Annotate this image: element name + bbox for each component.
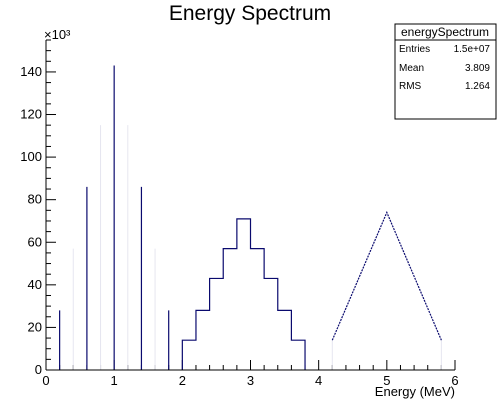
stats-mean-label: Mean xyxy=(399,63,424,74)
stats-rms-value: 1.264 xyxy=(465,81,490,92)
stats-box: energySpectrum Entries 1.5e+07 Mean 3.80… xyxy=(394,23,497,120)
x-tick-label: 3 xyxy=(247,373,254,388)
svg-text:×10³: ×10³ xyxy=(44,27,71,42)
x-tick-label: 6 xyxy=(451,373,458,388)
chart-title: Energy Spectrum xyxy=(169,2,331,25)
x-tick-label: 4 xyxy=(315,373,322,388)
stats-entries-label: Entries xyxy=(399,44,430,55)
plot-frame xyxy=(45,40,455,371)
x-tick-label: 5 xyxy=(383,373,390,388)
x-tick-label: 1 xyxy=(111,373,118,388)
y-tick-label: 20 xyxy=(28,319,42,334)
y-tick-label: 60 xyxy=(28,234,42,249)
stats-mean-value: 3.809 xyxy=(465,63,490,74)
x-tick-label: 2 xyxy=(179,373,186,388)
y-tick-label: 140 xyxy=(20,64,42,79)
stats-rms-label: RMS xyxy=(399,81,422,92)
y-tick-label: 100 xyxy=(20,149,42,164)
y-multiplier: ×10³ xyxy=(44,27,71,42)
x-tick-label: 0 xyxy=(42,373,49,388)
y-tick-label: 80 xyxy=(28,192,42,207)
data-marks xyxy=(59,65,442,370)
stats-box-name: energySpectrum xyxy=(401,25,489,39)
y-tick-label: 40 xyxy=(28,277,42,292)
stats-entries-value: 1.5e+07 xyxy=(454,44,491,55)
y-tick-label: 0 xyxy=(35,362,42,377)
triangle-peak xyxy=(331,210,442,341)
step-histogram xyxy=(181,218,306,370)
y-tick-label: 120 xyxy=(20,107,42,122)
x-axis-title: Energy (MeV) xyxy=(375,384,455,399)
